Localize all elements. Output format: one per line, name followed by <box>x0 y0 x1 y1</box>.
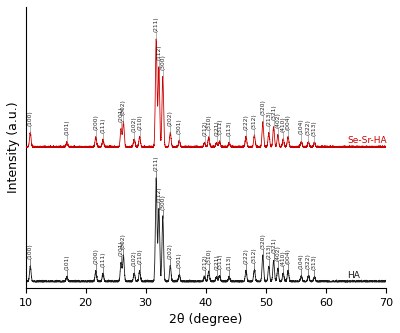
Text: (002): (002) <box>121 233 126 248</box>
Text: (402): (402) <box>275 112 280 128</box>
Text: (301): (301) <box>177 118 182 134</box>
Text: (201): (201) <box>118 107 124 122</box>
Text: (100): (100) <box>28 243 33 259</box>
Text: HA: HA <box>347 271 360 280</box>
Text: (221): (221) <box>214 120 219 136</box>
Text: (313): (313) <box>312 254 317 270</box>
Text: (101): (101) <box>64 120 70 135</box>
Text: (210): (210) <box>137 114 142 130</box>
Text: (111): (111) <box>100 251 106 267</box>
Y-axis label: Intensity (a.u.): Intensity (a.u.) <box>7 102 20 193</box>
Text: (221): (221) <box>214 254 219 270</box>
Text: (213): (213) <box>266 243 271 259</box>
Text: (322): (322) <box>306 253 311 269</box>
Text: (312): (312) <box>252 247 257 263</box>
Text: (310): (310) <box>206 249 211 264</box>
Text: (112): (112) <box>156 186 161 202</box>
Text: (102): (102) <box>132 117 137 132</box>
Text: (113): (113) <box>227 254 232 270</box>
Text: Se-Sr-HA: Se-Sr-HA <box>347 137 386 146</box>
Text: (104): (104) <box>299 253 304 269</box>
Text: (113): (113) <box>227 120 232 136</box>
Text: (402): (402) <box>275 245 280 261</box>
Text: (322): (322) <box>306 119 311 135</box>
Text: (102): (102) <box>132 250 137 266</box>
Text: (320): (320) <box>260 99 265 115</box>
Text: (202): (202) <box>168 243 173 259</box>
Text: (200): (200) <box>93 248 98 264</box>
Text: (310): (310) <box>206 115 211 131</box>
X-axis label: 2θ (degree): 2θ (degree) <box>169 313 242 326</box>
Text: (313): (313) <box>312 120 317 136</box>
Text: (211): (211) <box>154 16 159 32</box>
Text: (211): (211) <box>154 156 159 171</box>
Text: (311): (311) <box>217 119 222 135</box>
Text: (200): (200) <box>93 115 98 131</box>
Text: (410): (410) <box>281 117 286 132</box>
Text: (202): (202) <box>168 110 173 126</box>
Text: (100): (100) <box>28 110 33 126</box>
Text: (101): (101) <box>64 254 70 270</box>
Text: (111): (111) <box>100 117 106 133</box>
Text: (300): (300) <box>160 54 165 70</box>
Text: (222): (222) <box>244 248 248 264</box>
Text: (002): (002) <box>121 99 126 115</box>
Text: (312): (312) <box>252 113 257 129</box>
Text: (004): (004) <box>286 114 290 130</box>
Text: (320): (320) <box>260 233 265 248</box>
Text: (410): (410) <box>281 250 286 266</box>
Text: (300): (300) <box>160 194 165 210</box>
Text: (104): (104) <box>299 119 304 135</box>
Text: (210): (210) <box>137 248 142 264</box>
Text: (321): (321) <box>271 237 276 253</box>
Text: (201): (201) <box>118 240 124 256</box>
Text: (213): (213) <box>266 110 271 126</box>
Text: (222): (222) <box>244 114 248 130</box>
Text: (301): (301) <box>177 252 182 268</box>
Text: (212): (212) <box>202 254 207 270</box>
Text: (004): (004) <box>286 248 290 264</box>
Text: (212): (212) <box>202 120 207 136</box>
Text: (112): (112) <box>156 45 161 60</box>
Text: (311): (311) <box>217 253 222 269</box>
Text: (321): (321) <box>271 104 276 120</box>
